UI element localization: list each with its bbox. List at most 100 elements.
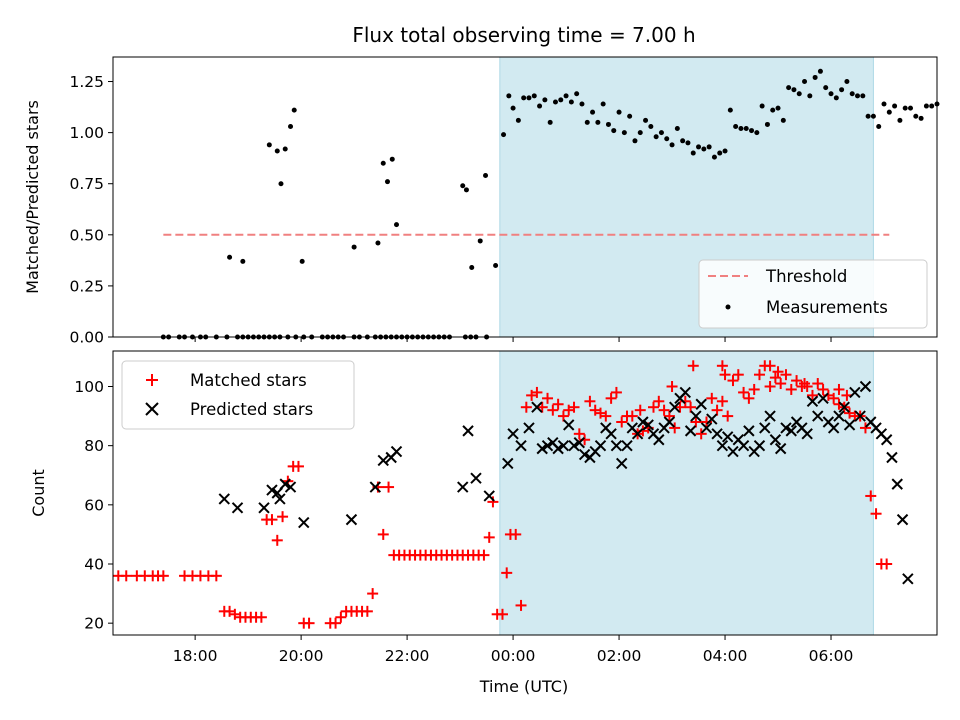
predicted-marker-b (390, 445, 403, 458)
predicted-marker-b (859, 380, 872, 393)
matched-star-marker (157, 570, 169, 582)
matched-star-marker (828, 392, 840, 404)
predicted-marker-b (790, 416, 803, 428)
measurement-point (696, 144, 702, 150)
measurement-point (897, 117, 903, 123)
predicted-marker-b (743, 425, 755, 437)
measurement-point (860, 93, 866, 99)
top-legend-box (698, 259, 928, 329)
measurement-point (780, 117, 786, 123)
matched-stars-points (112, 360, 893, 629)
predicted-marker-b (700, 422, 713, 434)
predicted-marker-b (647, 428, 660, 440)
measurement-point (595, 119, 601, 125)
predicted-star-marker (377, 454, 389, 467)
predicted-marker-b (610, 439, 623, 452)
measurement-point (892, 103, 898, 109)
predicted-marker-b (865, 416, 877, 428)
measurement-point (240, 258, 246, 264)
predicted-star-marker (345, 513, 358, 526)
predicted-star-marker (774, 442, 787, 455)
matched-star-marker (510, 528, 522, 540)
matched-star-marker (616, 416, 628, 428)
measurement-point (870, 113, 876, 119)
predicted-marker-b (218, 493, 230, 505)
top-y-tick-label: 1.00 (69, 124, 104, 142)
measurement-point (648, 123, 654, 129)
predicted-star-marker (568, 439, 580, 452)
measurement-point (627, 113, 633, 119)
bottom-legend: Matched stars Predicted stars (121, 360, 355, 430)
matched-star-marker (266, 514, 278, 526)
predicted-marker-b (706, 413, 718, 425)
matched-star-marker (695, 428, 707, 440)
predicted-star-marker (616, 457, 628, 470)
matched-star-marker (716, 360, 728, 372)
measurement-point (463, 187, 469, 193)
measurement-point (839, 87, 845, 93)
predicted-star-marker (679, 386, 692, 399)
measurement-point (616, 109, 622, 115)
predicted-marker-b (573, 437, 586, 449)
matched-star-marker (626, 410, 638, 422)
matched-star-marker (687, 360, 699, 372)
measurement-point (278, 181, 284, 187)
bottom-y-tick-label: 80 (84, 437, 104, 455)
matched-star-marker (674, 401, 686, 413)
top-legend: Threshold Measurements (698, 259, 928, 329)
predicted-star-marker (711, 428, 723, 440)
predicted-marker-b (870, 422, 882, 434)
measurement-point (733, 123, 739, 129)
top-y-tick-label: 1.25 (69, 73, 104, 91)
measurement-point (722, 148, 728, 154)
predicted-star-marker (764, 410, 776, 422)
predicted-marker-b (377, 454, 389, 467)
predicted-marker-b (716, 439, 729, 452)
matched-star-marker (271, 534, 283, 546)
predicted-marker-b (886, 451, 898, 464)
matched-star-marker (658, 404, 670, 416)
predicted-marker-b (626, 422, 639, 434)
matched-legend-label: Matched stars (190, 371, 307, 390)
measurement-point (288, 123, 294, 129)
measurement-point (590, 109, 596, 115)
bottom-shaded-region (499, 350, 874, 636)
matched-star-marker (727, 375, 739, 387)
matched-star-marker (487, 496, 499, 508)
measurement-point (749, 128, 755, 134)
measurement-point (690, 150, 696, 156)
matched-star-marker (653, 395, 665, 407)
bottom-y-ticks: 20 40 60 80 100 (74, 378, 113, 633)
predicted-marker-b (817, 392, 829, 405)
predicted-star-marker (663, 416, 676, 428)
predicted-star-marker (902, 573, 914, 585)
matched-star-marker (501, 567, 513, 579)
matched-star-marker (722, 410, 734, 422)
measurement-point (658, 130, 664, 136)
predicted-marker-b (796, 422, 808, 434)
measurement-point (802, 79, 808, 85)
measurement-point (817, 68, 823, 74)
matched-star-marker (732, 369, 744, 381)
predicted-star-marker (706, 413, 718, 425)
predicted-marker-b (727, 445, 739, 458)
bottom-y-axis-label: Count (29, 469, 48, 517)
measurement-point (833, 95, 839, 101)
predicted-marker-b (552, 442, 564, 455)
measurement-point (501, 132, 507, 138)
matched-star-marker (383, 481, 395, 493)
x-tick-label: 00:00 (491, 647, 536, 665)
predicted-star-marker (457, 481, 469, 493)
predicted-legend-swatch (145, 402, 159, 416)
measurement-point (855, 93, 861, 99)
predicted-star-marker (231, 502, 244, 514)
measurement-point (637, 130, 643, 136)
predicted-marker-b (557, 439, 570, 452)
matched-star-marker (706, 392, 718, 404)
matched-star-marker (812, 378, 824, 390)
matched-star-marker (520, 401, 532, 413)
measurement-point (531, 93, 537, 99)
predicted-star-marker (695, 398, 707, 410)
predicted-marker-b (507, 428, 519, 440)
predicted-stars-points (218, 380, 914, 585)
